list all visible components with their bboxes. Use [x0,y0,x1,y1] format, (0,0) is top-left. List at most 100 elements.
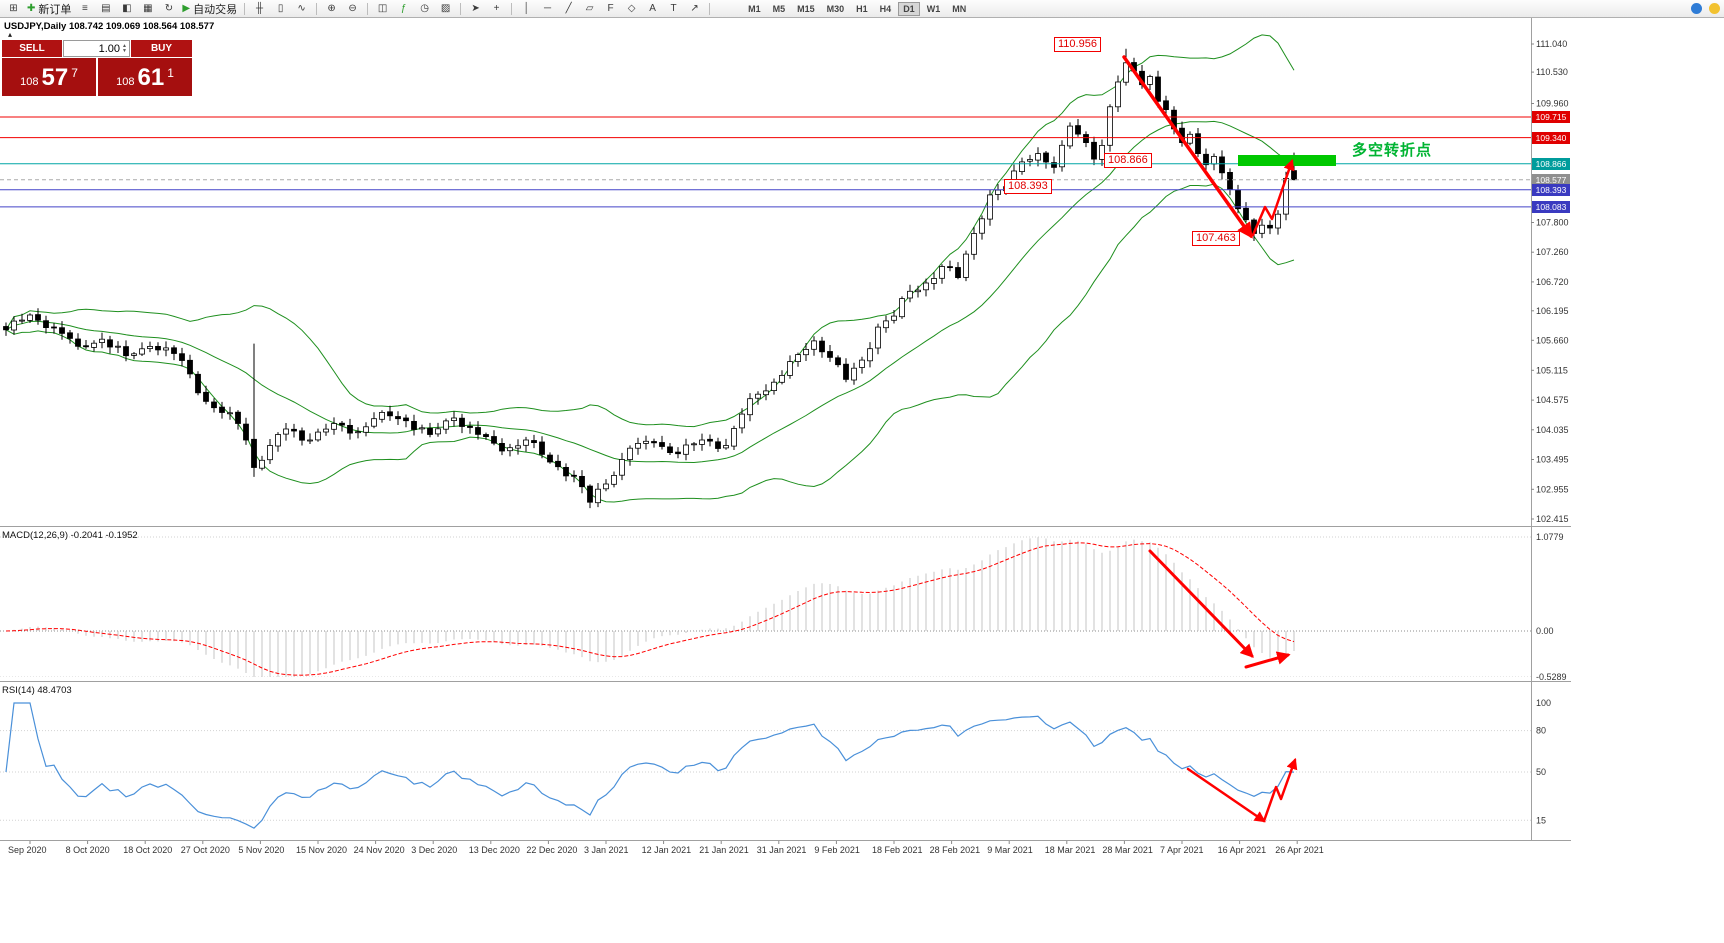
data-window-icon[interactable]: ▤ [96,1,115,16]
svg-text:15 Nov 2020: 15 Nov 2020 [296,845,347,855]
timeframe-h1[interactable]: H1 [856,3,868,14]
svg-text:106.195: 106.195 [1536,306,1569,316]
sell-price-button[interactable]: 108 57 7 [2,58,96,96]
sell-price-sup: 7 [71,66,78,80]
mql5-community-icon[interactable] [1691,3,1702,14]
market-watch-icon[interactable]: ≡ [75,1,94,16]
indicators-icon: ƒ [400,3,407,14]
svg-text:106.720: 106.720 [1536,277,1569,287]
turning-zone-rect[interactable] [1238,155,1336,166]
strategy-tester-icon: ↻ [164,3,174,14]
svg-text:16 Apr 2021: 16 Apr 2021 [1218,845,1267,855]
svg-text:107.260: 107.260 [1536,247,1569,257]
fibonacci-icon[interactable]: F [601,1,620,16]
zoom-in-icon[interactable]: ⊕ [322,1,341,16]
templates-icon[interactable]: ▨ [436,1,455,16]
toolbar-separator [316,2,318,15]
arrows-icon: ↗ [690,3,699,14]
svg-text:105.660: 105.660 [1536,335,1569,345]
turning-point-text[interactable]: 多空转折点 [1352,142,1433,159]
buy-button[interactable]: BUY [131,40,192,57]
buy-price-button[interactable]: 108 61 1 [98,58,192,96]
svg-text:31 Jan 2021: 31 Jan 2021 [757,845,807,855]
axis-labels: 111.040 110.530 109.960 107.800 107.260 106.7… [8,39,1569,855]
bollinger-bands[interactable] [5,34,1295,503]
svg-text:28 Mar 2021: 28 Mar 2021 [1102,845,1153,855]
channel-icon[interactable]: ▱ [580,1,599,16]
timeframe-d1[interactable]: D1 [898,1,920,16]
horizontal-line-icon[interactable]: ─ [538,1,557,16]
strategy-tester-icon[interactable]: ↻ [159,1,178,16]
channel-icon: ▱ [585,3,594,14]
new-chart-icon: ⊞ [9,3,18,14]
svg-text:1.0779: 1.0779 [1536,532,1564,542]
shapes-icon[interactable]: ◇ [622,1,641,16]
svg-text:5 Nov 2020: 5 Nov 2020 [238,845,284,855]
horizontal-line-icon: ─ [544,3,552,14]
text-icon: A [649,3,656,14]
timeframe-h4[interactable]: H4 [879,3,892,14]
line-chart-icon[interactable]: ∿ [292,1,311,16]
volume-value[interactable]: 1.00 [98,42,121,55]
cursor-icon[interactable]: ➤ [466,1,485,16]
label-icon: T [670,3,677,14]
new-chart-icon[interactable]: ⊞ [4,1,23,16]
svg-text:9 Mar 2021: 9 Mar 2021 [987,845,1033,855]
svg-text:50: 50 [1536,767,1546,777]
volume-spinner[interactable]: ▲ ▼ [122,42,127,54]
timeframe-w1[interactable]: W1 [926,3,941,14]
zoom-out-icon[interactable]: ⊖ [343,1,362,16]
sell-price-big: 57 [41,64,69,91]
svg-text:111.040: 111.040 [1536,39,1567,49]
timeframe-m30[interactable]: M30 [826,3,845,14]
navigator-icon[interactable]: ◧ [117,1,136,16]
volume-field[interactable]: 1.00 ▲ ▼ [63,40,130,57]
autotrading-button[interactable]: ▶ 自动交易 [180,1,239,16]
toolbar-separator [460,2,462,15]
svg-text:18 Mar 2021: 18 Mar 2021 [1045,845,1096,855]
text-icon[interactable]: A [643,1,662,16]
data-window-icon: ▤ [101,3,111,14]
trendline-icon[interactable]: ╱ [559,1,578,16]
one-click-collapse-icon[interactable]: ▴ [8,30,13,39]
arrows-icon[interactable]: ↗ [685,1,704,16]
volume-down-icon[interactable]: ▼ [122,47,127,54]
candlestick-chart-icon: ▯ [277,3,284,14]
bar-chart-icon[interactable]: ╫ [250,1,269,16]
periods-icon[interactable]: ◷ [415,1,434,16]
timeframe-m5[interactable]: M5 [772,3,786,14]
crosshair-icon[interactable]: + [487,1,506,16]
timeframe-m1[interactable]: M1 [748,3,761,14]
candlestick-chart-icon[interactable]: ▯ [271,1,290,16]
svg-text:8 Oct 2020: 8 Oct 2020 [66,845,110,855]
svg-text:3 Jan 2021: 3 Jan 2021 [584,845,629,855]
label-icon[interactable]: T [664,1,683,16]
svg-text:3 Dec 2020: 3 Dec 2020 [411,845,457,855]
vertical-line-icon[interactable]: │ [517,1,536,16]
trend-arrows[interactable] [1122,55,1298,823]
volume-up-icon[interactable]: ▲ [122,42,127,49]
terminal-icon[interactable]: ▦ [138,1,157,16]
candlestick-series[interactable] [3,48,1297,509]
indicators-icon[interactable]: ƒ [394,1,413,16]
macd-label: MACD(12,26,9) -0.2041 -0.1952 [2,530,138,541]
toolbar: ⊞ ✚ 新订单 ≡ ▤ ◧ ▦ ↻ ▶ 自动交易 ╫ ▯ ∿ ⊕ ⊖ ◫ ƒ ◷ ▨ ➤ + │ ─ ╱ ▱ F ◇ A T ↗ M1 M5 M… [0,0,1724,18]
navigator-icon: ◧ [122,3,132,14]
toolbar-separator [511,2,513,15]
buy-price-sup: 1 [167,66,174,80]
tile-windows-icon[interactable]: ◫ [373,1,392,16]
svg-text:15: 15 [1536,815,1546,825]
tile-windows-icon: ◫ [377,3,388,14]
panel-borders [0,18,1571,841]
new-order-button[interactable]: ✚ 新订单 [25,1,73,16]
line-chart-icon: ∿ [297,3,306,14]
svg-text:-0.5289: -0.5289 [1536,672,1567,682]
fibonacci-icon: F [607,3,614,14]
svg-text:27 Oct 2020: 27 Oct 2020 [181,845,230,855]
notifications-icon[interactable] [1709,3,1720,14]
sell-button[interactable]: SELL [2,40,62,57]
svg-text:12 Jan 2021: 12 Jan 2021 [642,845,692,855]
timeframe-mn[interactable]: MN [952,3,967,14]
timeframe-m15[interactable]: M15 [797,3,815,14]
